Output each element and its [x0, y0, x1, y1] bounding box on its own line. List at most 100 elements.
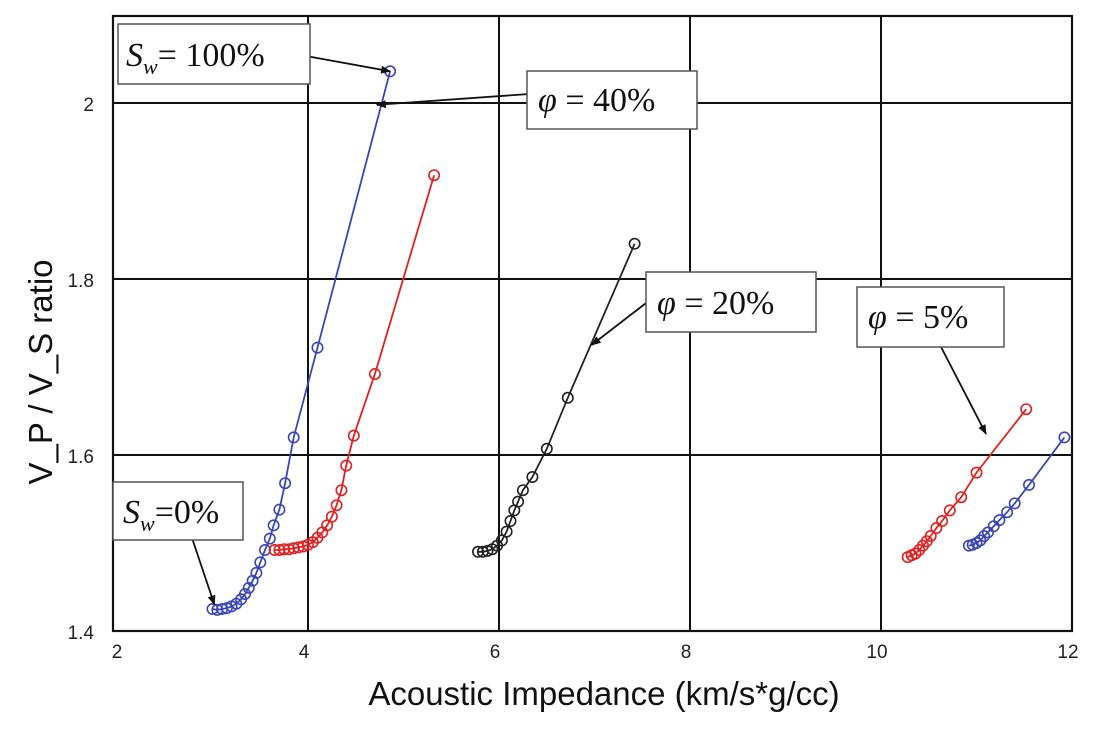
x-tick-label: 6	[490, 642, 501, 663]
annotation-arrow	[191, 537, 216, 606]
annotation-box	[112, 481, 244, 541]
data-point	[516, 484, 529, 497]
data-point	[268, 543, 281, 556]
data-point	[239, 587, 252, 600]
annotation-phi5: φ = 5%	[856, 286, 1005, 435]
y-tick-label: 2	[83, 95, 94, 116]
data-point	[924, 529, 937, 542]
annotation-subscript: w	[140, 511, 155, 536]
annotation-arrow	[305, 55, 392, 74]
data-point	[993, 514, 1006, 527]
data-point	[263, 532, 276, 545]
data-point	[250, 566, 263, 579]
annotation-value: = 100%	[158, 37, 265, 74]
data-point	[540, 442, 553, 455]
annotation-symbol: φ	[868, 299, 887, 336]
data-point	[311, 341, 324, 354]
y-tick-label: 1.8	[68, 271, 94, 292]
data-point	[347, 429, 360, 442]
x-axis-title: Acoustic Impedance (km/s*g/cc)	[368, 675, 839, 712]
series-line	[274, 174, 435, 551]
data-point	[267, 519, 280, 532]
x-tick-label: 12	[1057, 642, 1078, 663]
data-point	[330, 499, 343, 512]
y-tick-label: 1.6	[68, 447, 94, 468]
annotation-value: =0%	[155, 494, 220, 531]
annotation-symbol: S	[123, 494, 140, 531]
annotation-subscript: w	[143, 54, 158, 79]
annotation-label: Sw=0%	[123, 494, 219, 536]
x-tick-label: 4	[299, 642, 310, 663]
series-3	[901, 403, 1033, 564]
data-point	[1001, 506, 1014, 519]
series-1	[268, 169, 441, 556]
data-point	[1020, 403, 1033, 416]
annotation-box	[856, 286, 1005, 348]
data-point	[561, 391, 574, 404]
data-point	[1022, 478, 1035, 491]
annotation-arrow	[375, 93, 530, 109]
annotation-sw0: Sw=0%	[112, 481, 244, 606]
y-axis-title: V_P / V_S ratio	[22, 259, 59, 484]
data-point	[335, 484, 348, 497]
x-tick-labels: 2 4 6 8 10 12	[112, 642, 1079, 663]
x-tick-label: 2	[112, 642, 123, 663]
series-line	[478, 243, 636, 553]
data-point	[628, 237, 641, 250]
x-tick-label: 8	[681, 642, 692, 663]
data-point	[279, 477, 292, 490]
annotation-box	[645, 271, 817, 333]
annotation-box	[526, 70, 698, 130]
annotation-symbol: φ	[538, 82, 557, 119]
data-point	[273, 543, 286, 556]
data-point	[526, 470, 539, 483]
annotation-label: φ = 40%	[538, 82, 655, 119]
data-point	[909, 547, 922, 560]
plot-frame	[111, 14, 1074, 633]
annotation-arrow	[590, 299, 651, 346]
annotation-symbol: φ	[657, 285, 676, 322]
grid	[111, 14, 1074, 633]
series-2	[471, 237, 641, 558]
data-point	[340, 459, 353, 472]
series-4	[962, 431, 1071, 552]
data-point	[325, 510, 338, 523]
data-point	[1058, 431, 1071, 444]
annotation-sw100: Sw= 100%	[117, 23, 392, 85]
annotation-phi40: φ = 40%	[375, 70, 698, 130]
data-point	[321, 519, 334, 532]
series-layer	[206, 65, 1071, 616]
data-point	[1008, 497, 1021, 510]
y-tick-labels: 1.4 1.6 1.8 2	[68, 95, 95, 644]
data-point	[242, 581, 255, 594]
data-point	[428, 169, 441, 182]
annotation-value: = 20%	[676, 285, 775, 322]
data-point	[936, 514, 949, 527]
data-point	[254, 556, 267, 569]
data-point	[978, 529, 991, 542]
data-point	[970, 466, 983, 479]
annotation-label: φ = 20%	[657, 285, 774, 322]
annotation-value: = 5%	[887, 299, 969, 336]
annotation-value: = 40%	[557, 82, 656, 119]
annotation-label: Sw= 100%	[126, 37, 265, 79]
series-0	[206, 65, 397, 616]
data-point	[273, 503, 286, 516]
data-point	[955, 491, 968, 504]
data-point	[512, 495, 525, 508]
data-point	[368, 367, 381, 380]
annotation-phi20: φ = 20%	[590, 271, 817, 346]
annotation-label: φ = 5%	[868, 299, 968, 336]
data-point	[943, 504, 956, 517]
annotation-arrow	[939, 344, 987, 435]
x-tick-label: 10	[866, 642, 887, 663]
annotation-box	[117, 23, 311, 85]
data-point	[471, 545, 484, 558]
y-tick-label: 1.4	[68, 623, 95, 644]
annotation-symbol: S	[126, 37, 143, 74]
data-point	[287, 431, 300, 444]
annotations: Sw= 100%φ = 40%φ = 20% φ = 5%Sw=0%	[112, 23, 1005, 606]
data-point	[500, 525, 513, 538]
data-point	[504, 514, 517, 527]
